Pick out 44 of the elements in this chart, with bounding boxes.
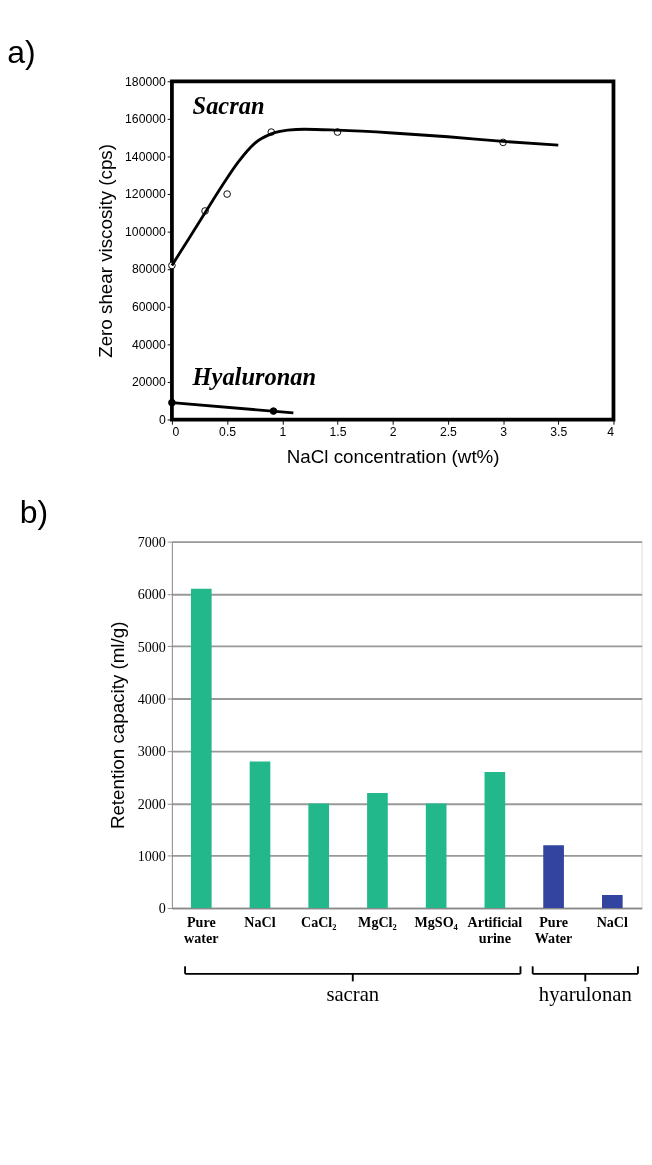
chart-title: a) [7, 34, 36, 71]
x-tick-label: 3 [500, 424, 508, 439]
y-tick-label: 60000 [131, 300, 167, 315]
x-tick-label: MgCl₂ [358, 914, 397, 931]
x-tick-label: 2.5 [439, 424, 458, 439]
x-tick-label: NaCl [596, 914, 629, 931]
y-tick-label: 1000 [137, 847, 166, 864]
y-tick-label: 4000 [137, 690, 166, 707]
x-axis-title: NaCl concentration (wt%) [286, 446, 500, 468]
y-axis-title: Retention capacity (ml/g) [107, 621, 129, 830]
series-label: Sacran [192, 92, 265, 120]
x-tick-label: 0.5 [219, 424, 237, 439]
text: sacran [326, 983, 380, 1006]
x-tick-label: 0 [172, 424, 180, 439]
y-tick-label: 6000 [137, 586, 166, 603]
x-tick-label: 1 [279, 424, 287, 439]
y-axis-title: Zero shear viscosity (cps) [94, 144, 116, 358]
y-tick-label: 180000 [125, 74, 167, 89]
x-tick-label: 1.5 [329, 424, 347, 439]
x-tick-label: Pure water [184, 914, 219, 947]
y-tick-label: 100000 [125, 224, 167, 239]
y-tick-label: 140000 [125, 149, 167, 164]
y-tick-label: 5000 [137, 638, 166, 655]
y-tick-label: 2000 [137, 795, 166, 812]
x-tick-label: CaCl₂ [300, 914, 337, 931]
y-tick-label: 80000 [131, 262, 167, 277]
x-tick-label: Pure Water [534, 914, 573, 947]
x-tick-label: Artificial urine [467, 914, 523, 947]
y-tick-label: 160000 [125, 112, 167, 127]
y-tick-label: 3000 [137, 743, 166, 760]
series-label: Hyaluronan [191, 362, 317, 390]
x-tick-label: MgSO₄ [414, 914, 459, 931]
chart-title: b) [19, 493, 49, 530]
y-tick-label: 120000 [125, 187, 167, 202]
x-tick-label: 4 [607, 424, 615, 439]
y-tick-label: 0 [159, 412, 167, 427]
y-tick-label: 20000 [131, 375, 167, 390]
x-tick-label: 2 [389, 424, 397, 439]
y-tick-label: 40000 [131, 337, 167, 352]
x-tick-label: NaCl [244, 914, 276, 931]
y-tick-label: 0 [158, 900, 166, 917]
x-tick-label: 3.5 [550, 424, 568, 439]
text: hyarulonan [538, 983, 633, 1007]
y-tick-label: 7000 [137, 533, 166, 550]
